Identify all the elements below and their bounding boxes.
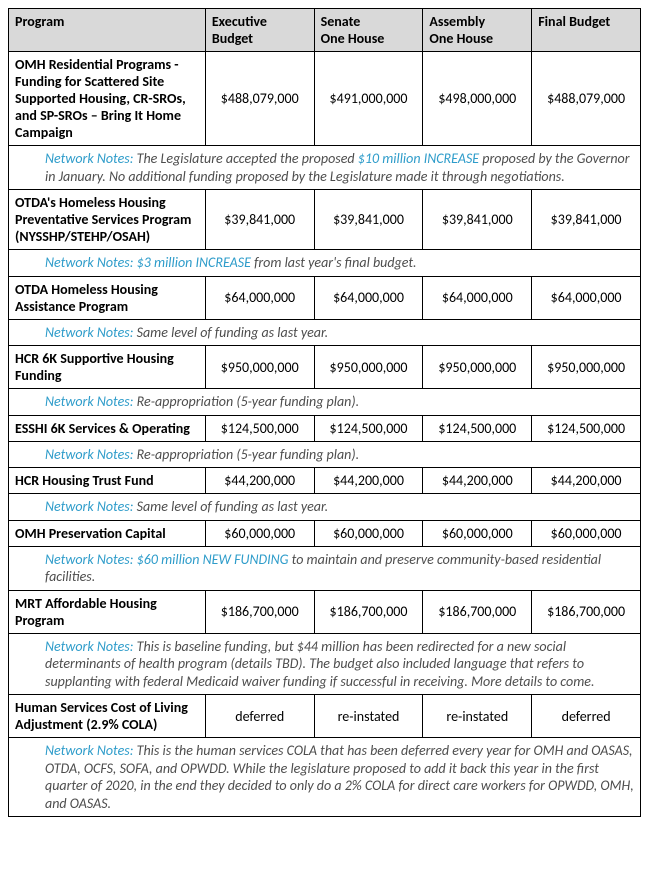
final-cell: $186,700,000 — [532, 590, 641, 633]
note-row: Network Notes: $3 million INCREASE from … — [9, 250, 641, 277]
note-cell: Network Notes: The Legislature accepted … — [9, 146, 641, 190]
final-cell: $488,079,000 — [532, 52, 641, 146]
header-row: Program Executive Budget Senate One Hous… — [9, 9, 641, 52]
table-row: HCR 6K Supportive Housing Funding$950,00… — [9, 346, 641, 389]
senate-cell: $950,000,000 — [314, 346, 423, 389]
exec-cell: $950,000,000 — [205, 346, 314, 389]
program-cell: HCR 6K Supportive Housing Funding — [9, 346, 206, 389]
note-cell: Network Notes: This is the human service… — [9, 738, 641, 817]
header-exec: Executive Budget — [205, 9, 314, 52]
assembly-cell: $44,200,000 — [423, 468, 532, 494]
header-program: Program — [9, 9, 206, 52]
note-highlight: $60 million NEW FUNDING — [137, 551, 289, 568]
program-cell: Human Services Cost of Living Adjustment… — [9, 695, 206, 738]
note-cell: Network Notes: $60 million NEW FUNDING t… — [9, 546, 641, 590]
note-text: from last year's final budget. — [251, 254, 417, 271]
exec-cell: $124,500,000 — [205, 415, 314, 441]
final-cell: $44,200,000 — [532, 468, 641, 494]
note-row: Network Notes: Re-appropriation (5-year … — [9, 441, 641, 468]
note-row: Network Notes: Same level of funding as … — [9, 319, 641, 346]
assembly-cell: $950,000,000 — [423, 346, 532, 389]
header-assembly: Assembly One House — [423, 9, 532, 52]
note-label: Network Notes: — [45, 551, 133, 568]
exec-cell: $64,000,000 — [205, 276, 314, 319]
final-cell: $124,500,000 — [532, 415, 641, 441]
program-cell: ESSHI 6K Services & Operating — [9, 415, 206, 441]
program-cell: OTDA Homeless Housing Assistance Program — [9, 276, 206, 319]
note-text: The Legislature accepted the proposed — [137, 150, 358, 167]
exec-cell: $44,200,000 — [205, 468, 314, 494]
note-highlight: $3 million INCREASE — [137, 254, 251, 271]
note-cell: Network Notes: Re-appropriation (5-year … — [9, 389, 641, 416]
assembly-cell: $64,000,000 — [423, 276, 532, 319]
note-text: Same level of funding as last year. — [137, 498, 329, 515]
note-text: Same level of funding as last year. — [137, 324, 329, 341]
note-highlight: $10 million INCREASE — [358, 150, 479, 167]
note-label: Network Notes: — [45, 498, 133, 515]
program-cell: OMH Preservation Capital — [9, 520, 206, 546]
note-row: Network Notes: The Legislature accepted … — [9, 146, 641, 190]
note-text: This is the human services COLA that has… — [45, 742, 634, 812]
assembly-cell: $498,000,000 — [423, 52, 532, 146]
table-row: OMH Residential Programs - Funding for S… — [9, 52, 641, 146]
exec-cell: $60,000,000 — [205, 520, 314, 546]
senate-cell: $60,000,000 — [314, 520, 423, 546]
exec-cell: $488,079,000 — [205, 52, 314, 146]
senate-cell: $491,000,000 — [314, 52, 423, 146]
program-cell: OMH Residential Programs - Funding for S… — [9, 52, 206, 146]
note-cell: Network Notes: This is baseline funding,… — [9, 633, 641, 695]
table-row: ESSHI 6K Services & Operating$124,500,00… — [9, 415, 641, 441]
program-cell: MRT Affordable Housing Program — [9, 590, 206, 633]
note-row: Network Notes: $60 million NEW FUNDING t… — [9, 546, 641, 590]
senate-cell: $124,500,000 — [314, 415, 423, 441]
table-row: OTDA Homeless Housing Assistance Program… — [9, 276, 641, 319]
assembly-cell: $60,000,000 — [423, 520, 532, 546]
note-cell: Network Notes: Same level of funding as … — [9, 494, 641, 521]
final-cell: $60,000,000 — [532, 520, 641, 546]
note-label: Network Notes: — [45, 254, 133, 271]
note-label: Network Notes: — [45, 742, 133, 759]
senate-cell: $44,200,000 — [314, 468, 423, 494]
final-cell: $64,000,000 — [532, 276, 641, 319]
senate-cell: $64,000,000 — [314, 276, 423, 319]
note-label: Network Notes: — [45, 393, 133, 410]
note-text: Re-appropriation (5-year funding plan). — [137, 393, 360, 410]
note-row: Network Notes: Re-appropriation (5-year … — [9, 389, 641, 416]
note-cell: Network Notes: $3 million INCREASE from … — [9, 250, 641, 277]
table-row: HCR Housing Trust Fund$44,200,000$44,200… — [9, 468, 641, 494]
program-cell: OTDA's Homeless Housing Preventative Ser… — [9, 190, 206, 250]
program-cell: HCR Housing Trust Fund — [9, 468, 206, 494]
note-label: Network Notes: — [45, 324, 133, 341]
header-senate: Senate One House — [314, 9, 423, 52]
table-row: OMH Preservation Capital$60,000,000$60,0… — [9, 520, 641, 546]
header-final: Final Budget — [532, 9, 641, 52]
note-cell: Network Notes: Re-appropriation (5-year … — [9, 441, 641, 468]
exec-cell: $39,841,000 — [205, 190, 314, 250]
note-text: Re-appropriation (5-year funding plan). — [137, 446, 360, 463]
note-cell: Network Notes: Same level of funding as … — [9, 319, 641, 346]
table-row: OTDA's Homeless Housing Preventative Ser… — [9, 190, 641, 250]
note-label: Network Notes: — [45, 150, 133, 167]
table-row: MRT Affordable Housing Program$186,700,0… — [9, 590, 641, 633]
note-row: Network Notes: This is baseline funding,… — [9, 633, 641, 695]
senate-cell: $186,700,000 — [314, 590, 423, 633]
final-cell: $950,000,000 — [532, 346, 641, 389]
senate-cell: $39,841,000 — [314, 190, 423, 250]
note-label: Network Notes: — [45, 638, 133, 655]
exec-cell: $186,700,000 — [205, 590, 314, 633]
assembly-cell: $39,841,000 — [423, 190, 532, 250]
note-row: Network Notes: This is the human service… — [9, 738, 641, 817]
exec-cell: deferred — [205, 695, 314, 738]
final-cell: $39,841,000 — [532, 190, 641, 250]
senate-cell: re-instated — [314, 695, 423, 738]
assembly-cell: re-instated — [423, 695, 532, 738]
note-row: Network Notes: Same level of funding as … — [9, 494, 641, 521]
assembly-cell: $186,700,000 — [423, 590, 532, 633]
budget-table: Program Executive Budget Senate One Hous… — [8, 8, 641, 817]
final-cell: deferred — [532, 695, 641, 738]
table-row: Human Services Cost of Living Adjustment… — [9, 695, 641, 738]
note-label: Network Notes: — [45, 446, 133, 463]
assembly-cell: $124,500,000 — [423, 415, 532, 441]
